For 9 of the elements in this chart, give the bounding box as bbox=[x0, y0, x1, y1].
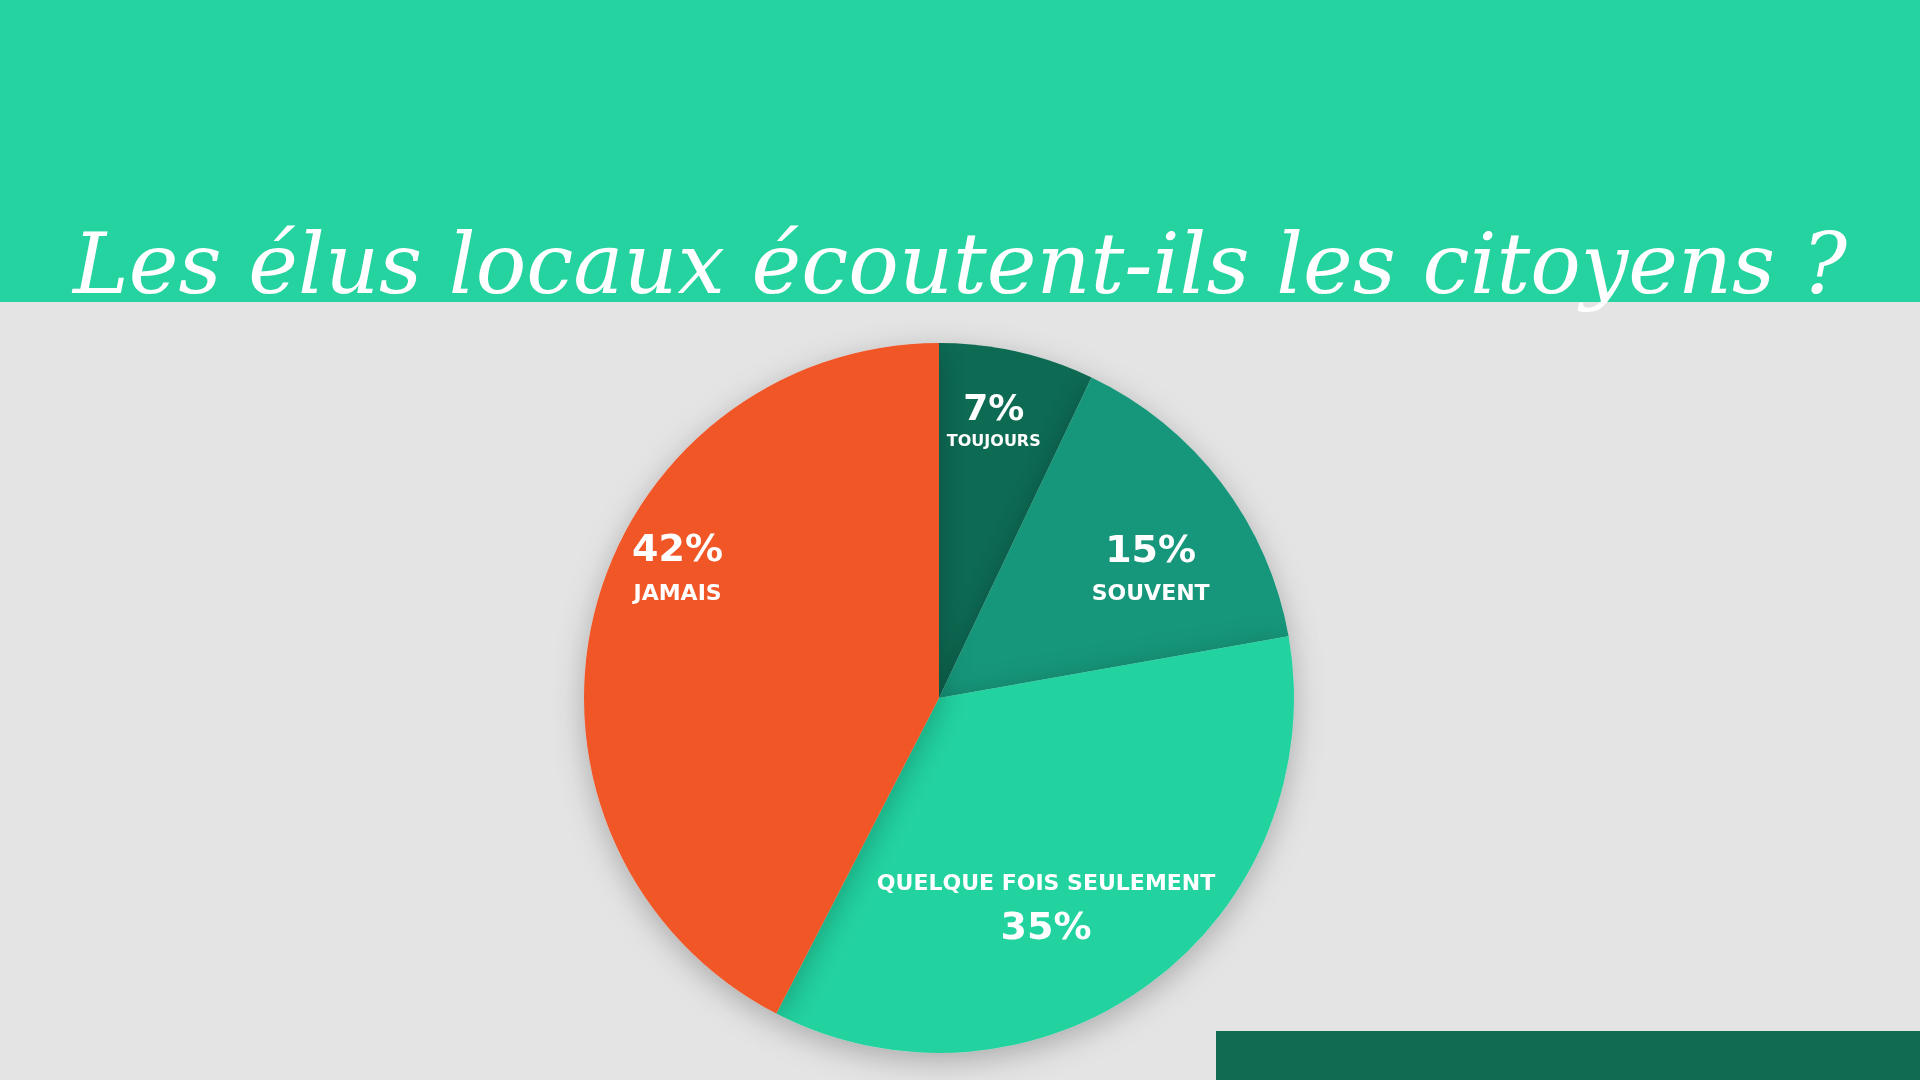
data-label: 35% bbox=[1000, 904, 1092, 949]
data-label: 42% bbox=[632, 526, 724, 571]
data-label: 7% bbox=[963, 387, 1025, 429]
chart-title: Les élus locaux écoutent-ils les citoyens ? bbox=[70, 215, 1848, 313]
data-label: 15% bbox=[1105, 526, 1197, 571]
slice-label: QUELQUE FOIS SEULEMENT bbox=[876, 869, 1216, 895]
slice-label: TOUJOURS bbox=[946, 431, 1041, 451]
slice-label: JAMAIS bbox=[631, 579, 722, 605]
slice-label: SOUVENT bbox=[1091, 580, 1210, 606]
